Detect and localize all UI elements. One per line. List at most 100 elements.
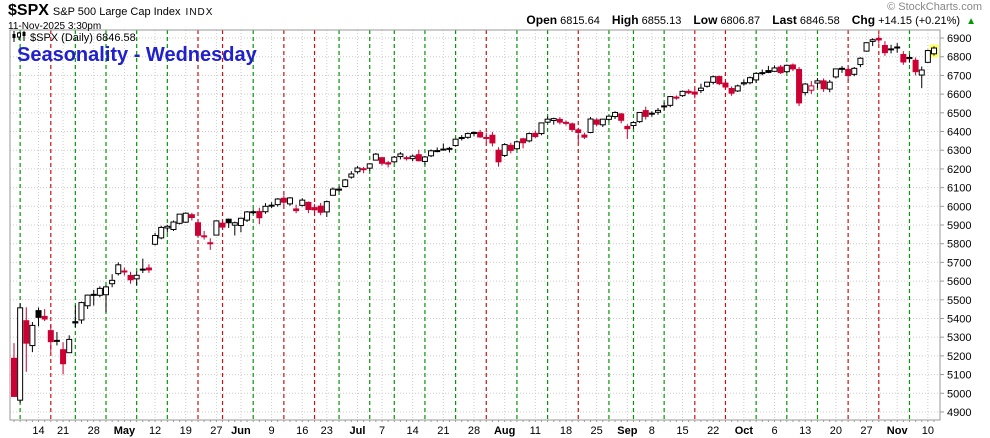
x-axis-label: 13 [799,425,811,437]
candle-body [513,141,520,150]
candle-body [881,45,888,54]
low-label: Low [693,13,718,27]
candle-body [201,235,208,238]
candle-body [931,47,937,55]
candle-body [495,149,502,163]
candle-body [348,173,355,178]
candle-body [29,324,36,347]
candle-body [924,50,931,63]
candle-body [250,211,257,214]
candle-body [783,64,790,73]
symbol[interactable]: $SPX [8,2,49,19]
candle-body [875,37,882,41]
x-axis-label: 21 [57,425,69,437]
legend-text[interactable]: $SPX (Daily) 6846.58 [30,32,136,44]
candle-body [483,137,490,140]
high-label: High [611,13,639,27]
candle-body [354,167,361,173]
candle-body [697,87,704,92]
candle-body [372,153,379,161]
candle-body [618,113,625,121]
candle-body [900,53,907,63]
candle-body [182,212,189,223]
chart-header: $SPX S&P 500 Large Cap Index INDX 11-Nov-2… [8,2,213,32]
candle-body [894,46,901,49]
candle-body [679,90,686,97]
y-axis-label: 5500 [947,295,971,307]
candle-body [599,118,606,126]
candle-body [458,137,465,140]
candle-body [563,121,569,124]
y-axis-label: 6700 [947,70,971,82]
candle-body [17,307,24,401]
candle-body [109,279,116,285]
candle-body [231,222,238,226]
candle-body [207,242,214,245]
seasonality-annotation: Seasonality - Wednesday [17,44,257,66]
x-axis-label: 27 [210,425,222,437]
candle-body [740,82,747,85]
x-axis-label: Oct [735,425,754,437]
low-value: 6806.87 [720,15,761,27]
candle-body [262,205,269,213]
candle-body [280,197,287,203]
candle-body [814,80,821,84]
x-axis-label: Jun [231,425,251,437]
x-axis-label: 23 [321,425,333,437]
candle-body [409,155,416,160]
candle-body [691,91,698,95]
candlestick-chart-icon [12,31,26,45]
x-axis-label: 7 [379,425,385,437]
candle-body [415,154,422,162]
candle-body [60,349,67,365]
candle-body [329,188,336,196]
candle-body [777,66,784,74]
candle-body [888,48,895,51]
candle-body [839,67,845,70]
candle-body [391,156,398,163]
candle-body [434,150,441,153]
candle-body [440,148,447,151]
candle-body [446,147,453,150]
candle-body [268,204,275,207]
x-axis-label: 18 [560,425,572,437]
candle-body [127,274,134,281]
stockcharts-copyright[interactable]: © StockCharts.com [887,1,982,13]
candle-body [366,163,373,169]
y-axis-label: 6000 [947,201,971,213]
candle-body [397,153,404,158]
candle-body [747,77,753,84]
candle-body [507,144,514,151]
candle-body [121,270,128,273]
candle-body [103,286,109,296]
candle-body [722,82,729,88]
x-axis-label: 11 [530,425,541,437]
x-axis-label: 20 [830,425,842,437]
candle-body [667,96,674,106]
quote-row: Open 6815.64 High 6855.13 Low 6806.87 Last 6… [526,13,976,27]
candle-body [287,197,293,205]
x-axis-label: 8 [649,425,655,437]
candle-body [256,211,263,219]
candle-body [170,221,177,230]
x-axis-label: 25 [591,425,603,437]
chart-legend[interactable]: $SPX (Daily) 6846.58 [12,31,136,45]
candle-body [336,188,343,191]
candle-body [532,132,539,138]
candle-body [789,64,796,70]
candle-body [96,287,103,296]
chart-datetime: 11-Nov-2025 3:30pm [8,21,102,32]
candle-body [556,118,563,123]
candle-body [317,205,324,213]
candle-body [47,330,54,343]
title-line: $SPX S&P 500 Large Cap Index INDX [8,2,213,20]
candle-body [845,68,852,77]
candle-body [403,157,410,160]
candle-body [477,131,484,138]
y-axis-label: 5300 [947,332,971,344]
candle-body [360,168,367,171]
y-axis-label: 6200 [947,164,971,176]
candle-body [158,226,165,239]
x-axis-label: 9 [269,425,275,437]
